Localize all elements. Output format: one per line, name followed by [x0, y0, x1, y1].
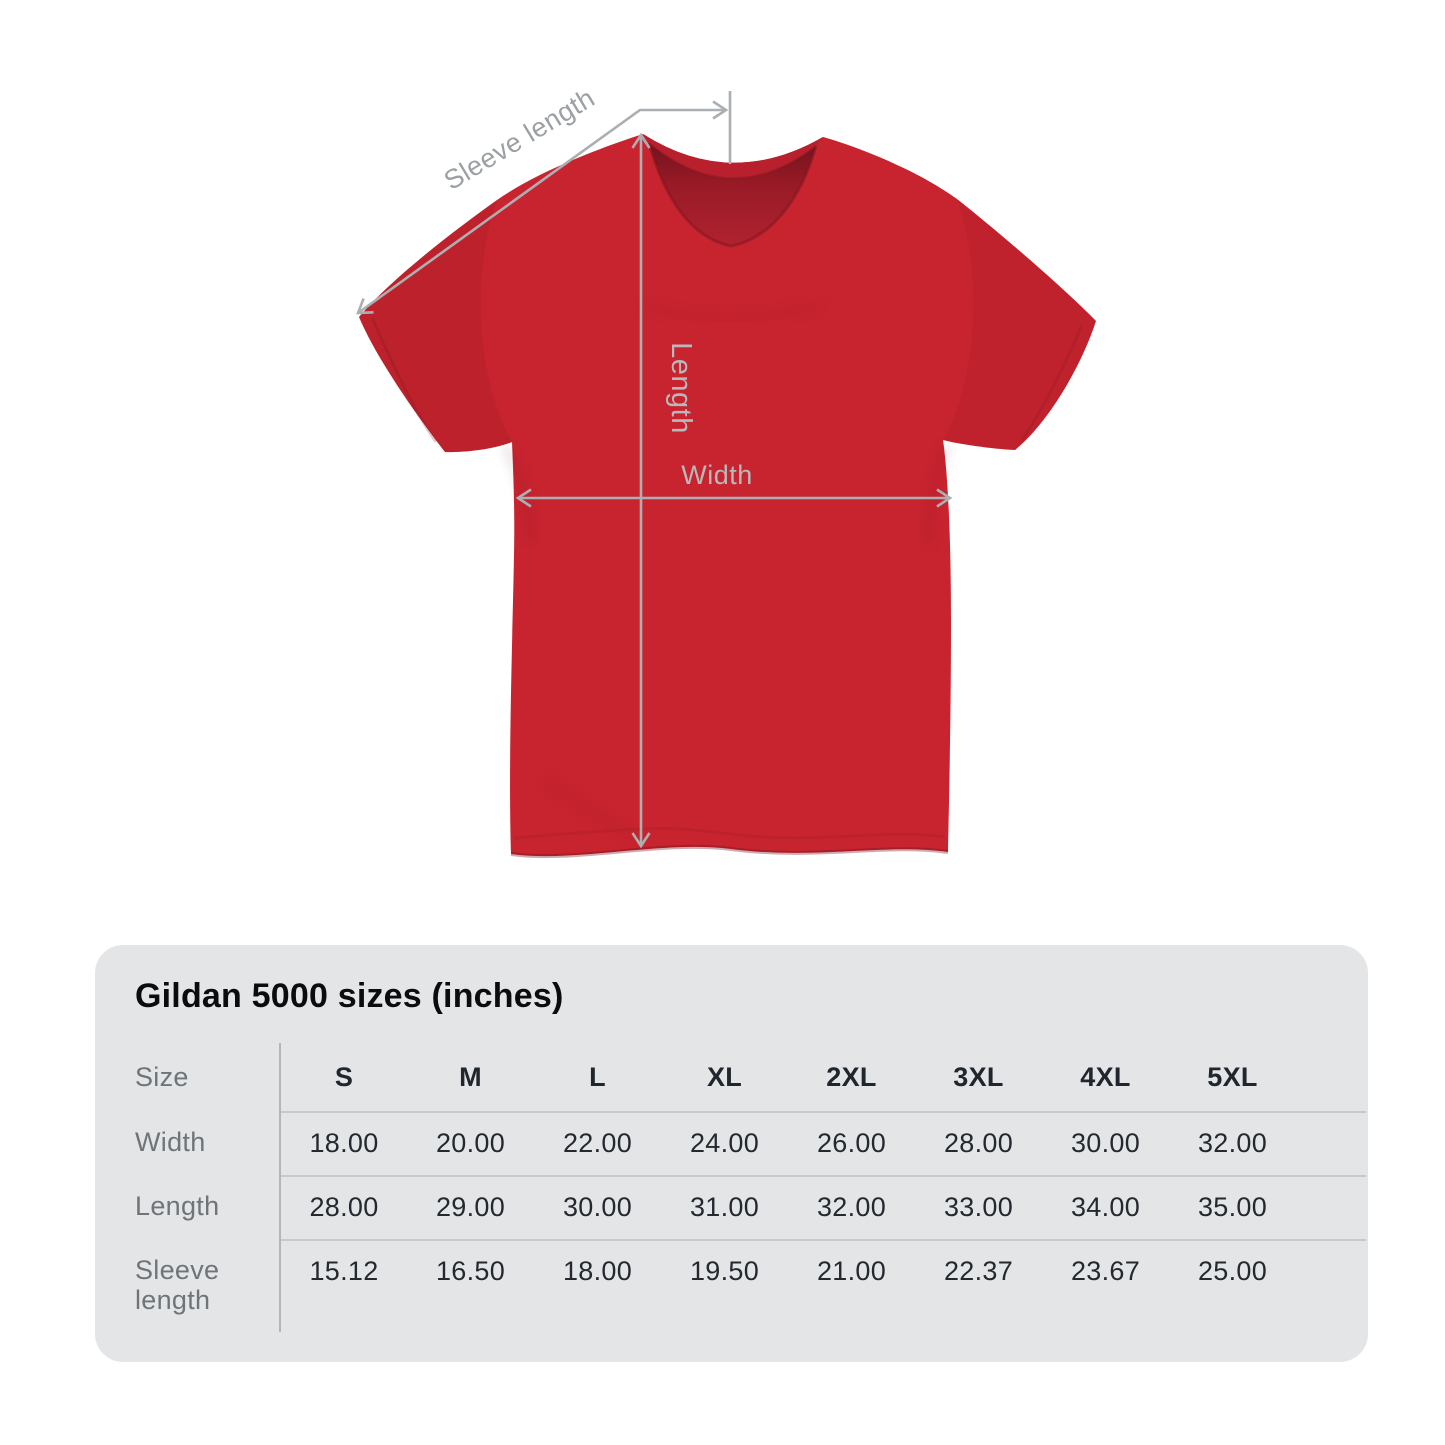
length-value-m: 29.00: [407, 1176, 534, 1241]
length-row: Length 28.00 29.00 30.00 31.00 32.00 33.…: [135, 1176, 1366, 1241]
size-column-header-4xl: 4XL: [1042, 1043, 1169, 1113]
tshirt-size-diagram: Sleeve length Length Width: [356, 83, 1096, 859]
length-label: Length: [665, 342, 697, 434]
width-value-m: 20.00: [407, 1112, 534, 1177]
sleeve-value-s: 15.12: [309, 1256, 379, 1286]
width-value-3xl: 28.00: [915, 1112, 1042, 1177]
sleeve-value-5xl: 25.00: [1197, 1256, 1268, 1286]
size-chart-card: Gildan 5000 sizes (inches) Size S M L XL…: [95, 945, 1368, 1362]
row-filler: [1296, 1240, 1366, 1332]
size-header-label: Size: [135, 1043, 281, 1112]
sleeve-value-xl: 19.50: [689, 1256, 760, 1286]
length-value-4xl: 34.00: [1042, 1176, 1169, 1241]
row-filler: [1296, 1176, 1366, 1241]
length-value-5xl: 35.00: [1169, 1176, 1296, 1241]
row-label-sleeve-length: Sleeve length: [135, 1240, 281, 1332]
size-column-header-s: S: [280, 1043, 407, 1113]
length-value-2xl: 32.00: [788, 1176, 915, 1241]
size-chart-title: Gildan 5000 sizes (inches): [135, 977, 564, 1015]
width-value-xl: 24.00: [661, 1112, 788, 1177]
header-filler: [1296, 1043, 1366, 1113]
size-column-header-2xl: 2XL: [788, 1043, 915, 1113]
size-chart-table: Size S M L XL 2XL 3XL 4XL 5XL Width 18.0…: [135, 1043, 1366, 1332]
length-value-s: 28.00: [280, 1176, 407, 1241]
sleeve-length-row: Sleeve length 15.12 16.50 18.00 19.50 21…: [135, 1240, 1366, 1332]
row-label-width: Width: [135, 1112, 281, 1176]
sleeve-value-2xl: 21.00: [816, 1256, 887, 1286]
sleeve-length-arrow: [356, 100, 729, 315]
sleeve-value-l: 18.00: [562, 1256, 633, 1286]
measurement-arrows: [356, 91, 953, 849]
size-column-header-l: L: [534, 1043, 661, 1113]
sleeve-value-3xl: 22.37: [943, 1256, 1014, 1286]
width-value-4xl: 30.00: [1042, 1112, 1169, 1177]
width-value-l: 22.00: [534, 1112, 661, 1177]
sleeve-value-m: 16.50: [435, 1256, 506, 1286]
size-column-header-5xl: 5XL: [1169, 1043, 1296, 1113]
length-value-3xl: 33.00: [915, 1176, 1042, 1241]
row-filler: [1296, 1112, 1366, 1177]
tshirt-graphic: [359, 134, 1096, 859]
width-value-5xl: 32.00: [1169, 1112, 1296, 1177]
row-label-length: Length: [135, 1176, 281, 1240]
width-value-2xl: 26.00: [788, 1112, 915, 1177]
size-column-header-xl: XL: [661, 1043, 788, 1113]
width-row: Width 18.00 20.00 22.00 24.00 26.00 28.0…: [135, 1112, 1366, 1177]
width-label: Width: [681, 460, 753, 490]
size-column-header-m: M: [407, 1043, 534, 1113]
size-column-header-3xl: 3XL: [915, 1043, 1042, 1113]
length-value-l: 30.00: [534, 1176, 661, 1241]
width-value-s: 18.00: [280, 1112, 407, 1177]
sleeve-value-4xl: 23.67: [1070, 1256, 1141, 1286]
length-value-xl: 31.00: [661, 1176, 788, 1241]
size-header-row: Size S M L XL 2XL 3XL 4XL 5XL: [135, 1043, 1366, 1113]
